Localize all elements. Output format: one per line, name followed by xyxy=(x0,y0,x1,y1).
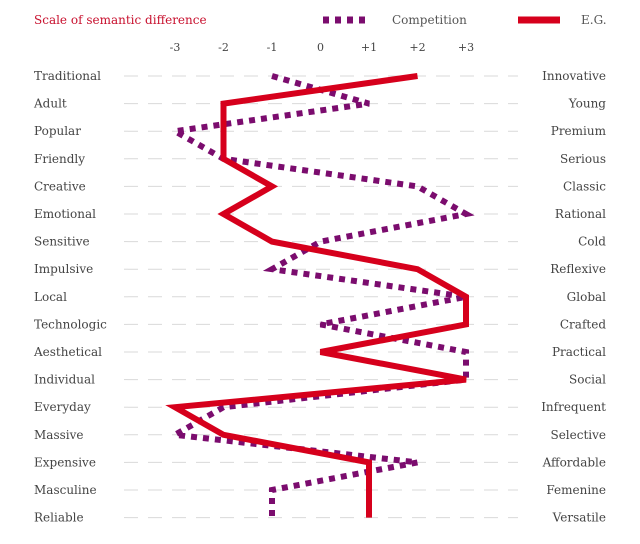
legend: Competition E.G. xyxy=(323,13,607,27)
right-label: Crafted xyxy=(560,317,606,331)
left-label: Technologic xyxy=(34,317,107,331)
x-axis-ticks: -3 -2 -1 0 +1 +2 +3 xyxy=(170,41,474,54)
series-line-competition xyxy=(165,73,475,518)
x-tick-label: 0 xyxy=(317,41,324,54)
chart-title: Scale of semantic difference xyxy=(34,13,207,27)
left-label: Impulsive xyxy=(34,262,93,276)
left-label: Massive xyxy=(34,428,83,442)
left-label: Local xyxy=(34,290,67,304)
x-tick-label: +1 xyxy=(361,41,377,54)
legend-competition-label: Competition xyxy=(392,13,467,27)
left-label: Creative xyxy=(34,179,86,193)
left-label: Expensive xyxy=(34,455,96,469)
x-tick-label: -3 xyxy=(170,41,181,54)
right-label: Femenine xyxy=(546,483,606,497)
right-label: Infrequent xyxy=(541,400,606,414)
x-tick-label: -1 xyxy=(267,41,278,54)
series-layer xyxy=(165,73,475,518)
x-tick-label: +3 xyxy=(458,41,474,54)
right-label: Social xyxy=(569,373,606,387)
left-label: Sensitive xyxy=(34,235,90,249)
right-label: Affordable xyxy=(542,455,606,469)
right-label: Practical xyxy=(552,345,606,359)
right-label: Cold xyxy=(578,235,606,249)
left-label: Adult xyxy=(33,97,67,111)
right-label: Young xyxy=(568,97,607,111)
right-label: Reflexive xyxy=(550,262,606,276)
left-label: Reliable xyxy=(34,511,84,525)
left-label: Emotional xyxy=(34,207,96,221)
x-tick-label: -2 xyxy=(218,41,229,54)
right-label: Premium xyxy=(551,124,607,138)
left-label: Friendly xyxy=(34,152,85,166)
legend-eg-label: E.G. xyxy=(581,13,607,27)
right-labels: Innovative Young Premium Serious Classic Rati… xyxy=(541,69,606,525)
left-label: Everyday xyxy=(34,400,91,414)
right-label: Rational xyxy=(555,207,606,221)
x-tick-label: +2 xyxy=(409,41,425,54)
left-label: Popular xyxy=(34,124,81,138)
left-label: Masculine xyxy=(34,483,97,497)
left-label: Aesthetical xyxy=(33,345,102,359)
right-label: Classic xyxy=(563,179,606,193)
left-labels: Traditional Adult Popular Friendly Creative E… xyxy=(33,69,107,525)
right-label: Innovative xyxy=(542,69,606,83)
right-label: Selective xyxy=(550,428,606,442)
right-label: Global xyxy=(567,290,606,304)
right-label: Serious xyxy=(560,152,606,166)
right-label: Versatile xyxy=(552,511,606,525)
left-label: Traditional xyxy=(34,69,101,83)
left-label: Individual xyxy=(34,373,95,387)
